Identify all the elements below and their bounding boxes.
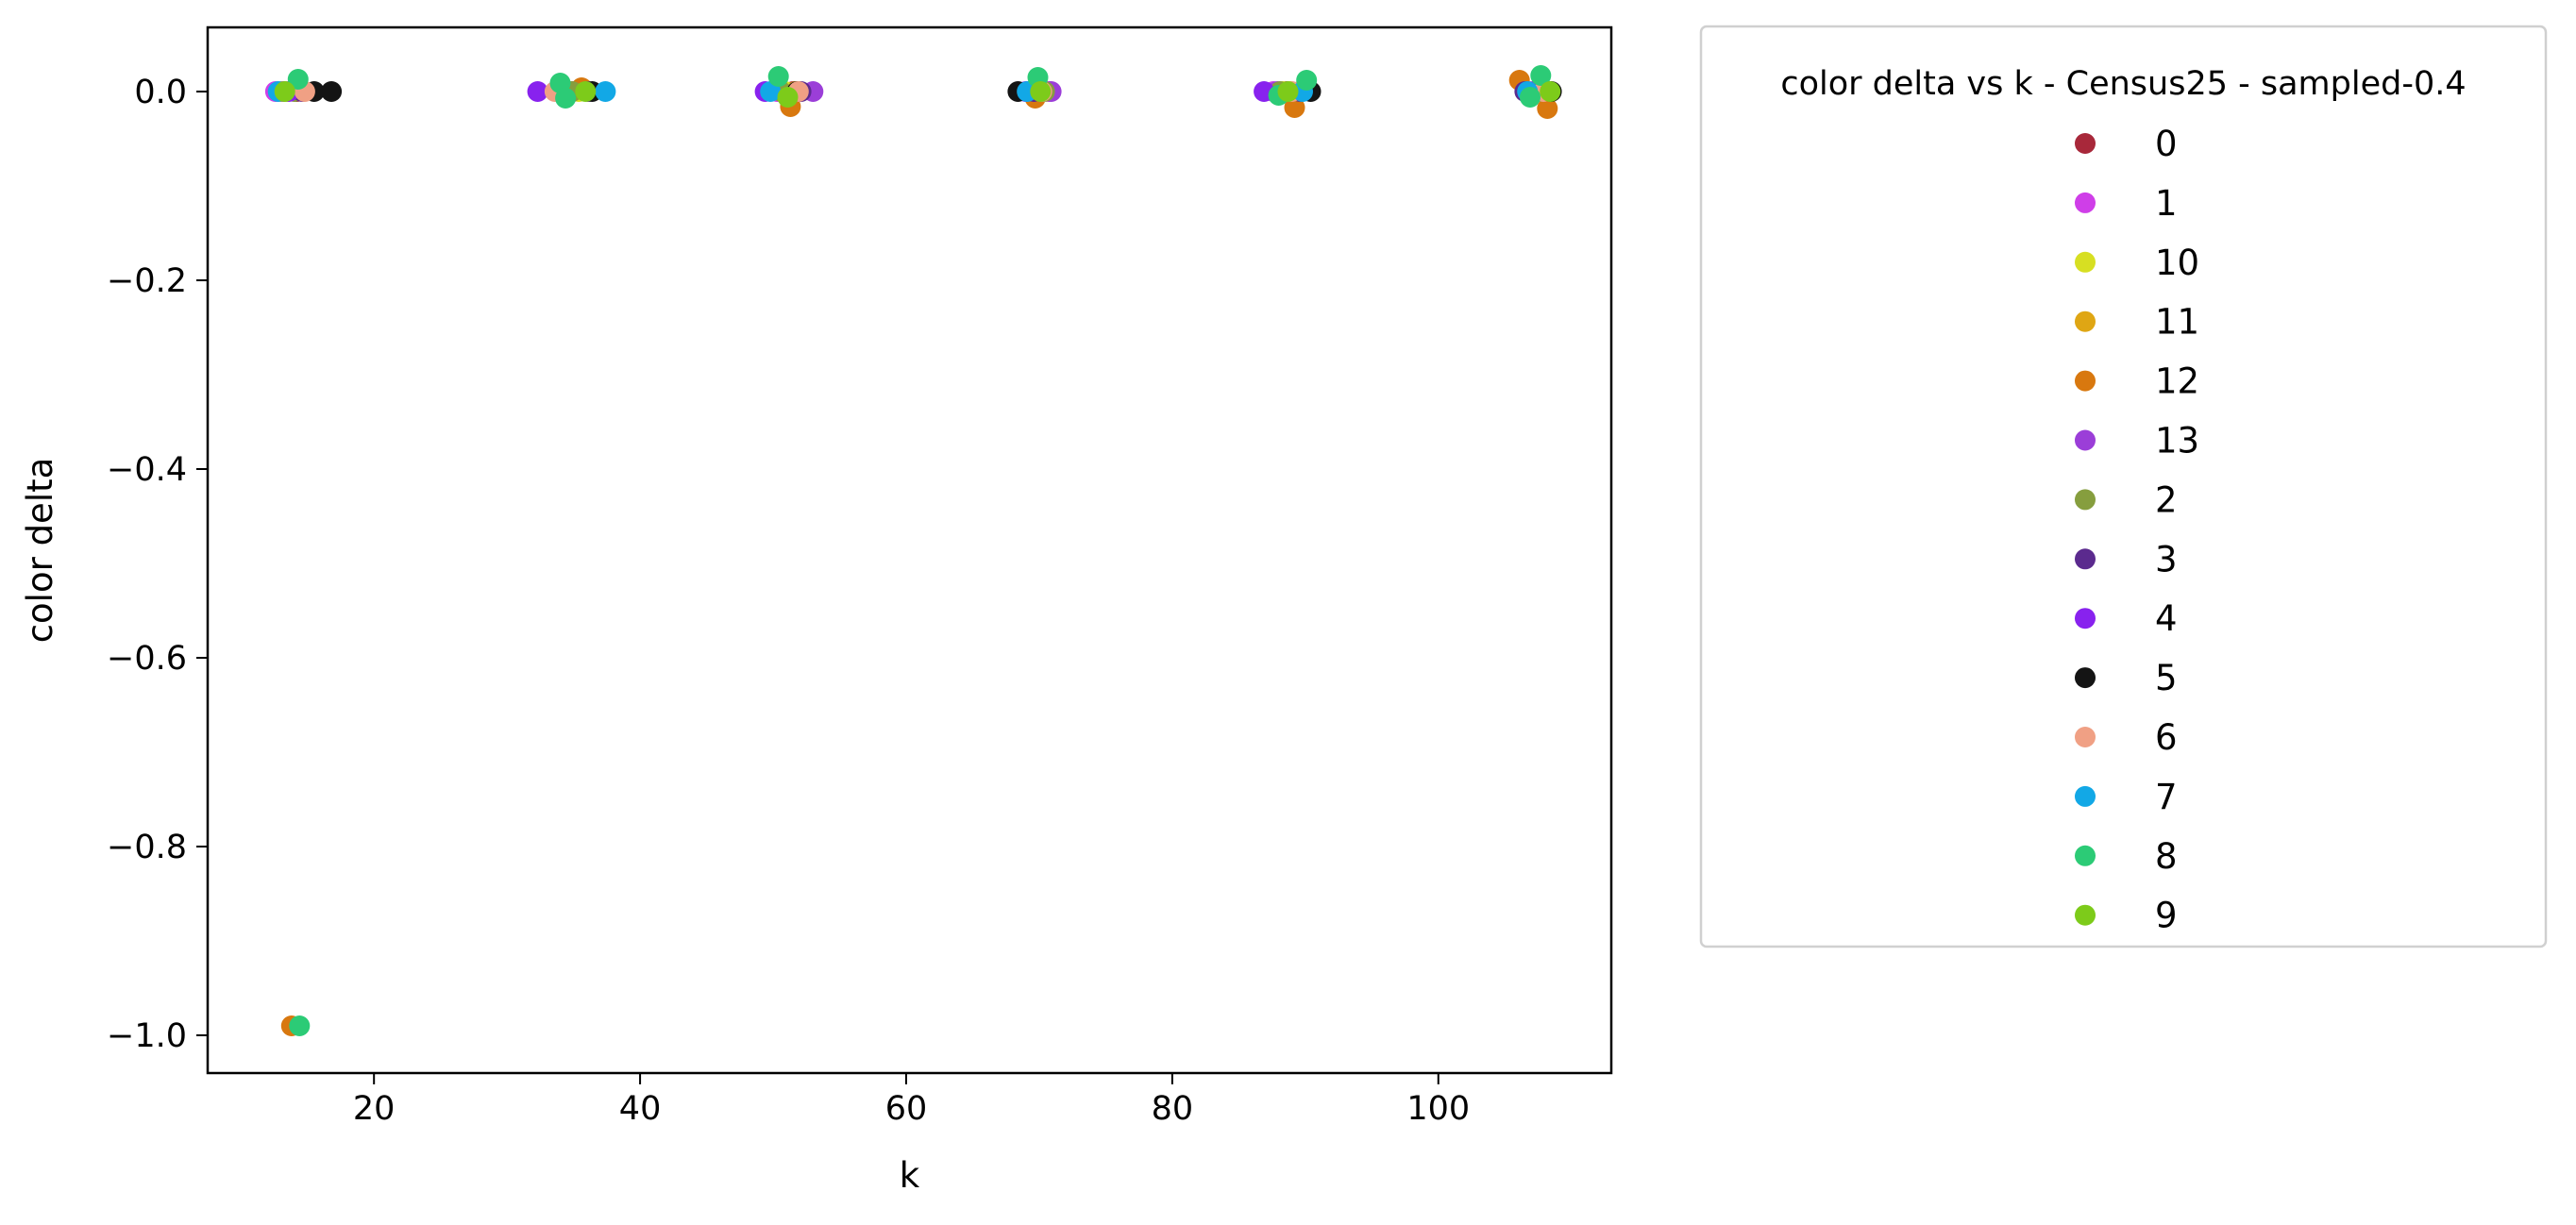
legend: color delta vs k - Census25 - sampled-0.… (1699, 25, 2548, 948)
x-axis-label: k (900, 1155, 920, 1196)
legend-marker-13 (2075, 429, 2096, 451)
legend-label-11: 11 (2155, 302, 2199, 343)
legend-marker-12 (2075, 370, 2096, 392)
legend-marker-4 (2075, 608, 2096, 629)
data-point-series-8-7 (1296, 70, 1318, 91)
data-point-series-8-1 (289, 1015, 311, 1036)
legend-marker-3 (2075, 548, 2096, 570)
data-point-series-7-1 (595, 81, 616, 102)
legend-marker-1 (2075, 192, 2096, 213)
data-point-series-9-3 (1030, 81, 1052, 102)
legend-marker-5 (2075, 667, 2096, 689)
legend-title: color delta vs k - Census25 - sampled-0.… (1780, 65, 2466, 103)
legend-label-0: 0 (2155, 124, 2178, 164)
legend-label-7: 7 (2155, 777, 2178, 817)
data-point-series-9-1 (575, 81, 597, 102)
legend-marker-6 (2075, 727, 2096, 747)
y-axis-label: color delta (20, 458, 60, 644)
legend-marker-2 (2075, 489, 2096, 511)
legend-label-13: 13 (2155, 421, 2199, 461)
legend-label-5: 5 (2155, 658, 2178, 698)
data-point-series-8-3 (555, 88, 577, 109)
x-tick-label: 80 (1152, 1090, 1194, 1128)
legend-label-9: 9 (2155, 896, 2178, 936)
legend-label-4: 4 (2155, 598, 2178, 639)
legend-label-2: 2 (2155, 479, 2178, 520)
data-point-series-5-1 (321, 81, 343, 102)
data-point-series-9-2 (777, 87, 799, 108)
legend-marker-9 (2075, 904, 2096, 926)
axes-frame (206, 25, 1613, 1075)
legend-label-12: 12 (2155, 361, 2199, 402)
y-tick-label: −0.4 (107, 451, 187, 489)
x-tick-label: 100 (1406, 1090, 1470, 1128)
x-tick-label: 20 (353, 1090, 396, 1128)
data-point-series-9-0 (274, 81, 295, 102)
y-tick-label: −1.0 (107, 1017, 187, 1055)
legend-marker-7 (2075, 785, 2096, 807)
x-tick-label: 40 (619, 1090, 662, 1128)
x-tick-label: 60 (885, 1090, 928, 1128)
data-point-series-8-9 (1520, 87, 1541, 108)
legend-marker-0 (2075, 133, 2096, 154)
axes: 20 40 60 80 100 0.0 −0.2 −0.4 −0.6 −0.8 −1.0 k color… (20, 25, 1613, 1196)
data-point-series-8-0 (287, 69, 309, 90)
legend-marker-8 (2075, 845, 2096, 866)
y-tick-label: −0.8 (107, 829, 187, 866)
data-point-series-4-1 (527, 81, 548, 102)
y-tick-label: 0.0 (134, 74, 187, 111)
legend-label-6: 6 (2155, 717, 2178, 758)
data-point-series-9-4 (1277, 81, 1299, 102)
data-point-series-9-5 (1540, 81, 1561, 102)
data-point-series-12-4 (1284, 97, 1305, 118)
plot-area (264, 65, 1562, 1036)
data-point-series-8-4 (767, 66, 789, 87)
legend-marker-10 (2075, 251, 2096, 273)
data-point-series-12-6 (1537, 98, 1558, 119)
legend-label-1: 1 (2155, 183, 2178, 224)
legend-box (1699, 25, 2548, 948)
y-tick-label: −0.6 (107, 640, 187, 678)
y-tick-label: −0.2 (107, 262, 187, 300)
legend-label-3: 3 (2155, 539, 2178, 579)
legend-marker-11 (2075, 310, 2096, 332)
legend-label-8: 8 (2155, 836, 2178, 877)
data-point-series-8-8 (1530, 65, 1552, 86)
legend-label-10: 10 (2155, 243, 2199, 283)
